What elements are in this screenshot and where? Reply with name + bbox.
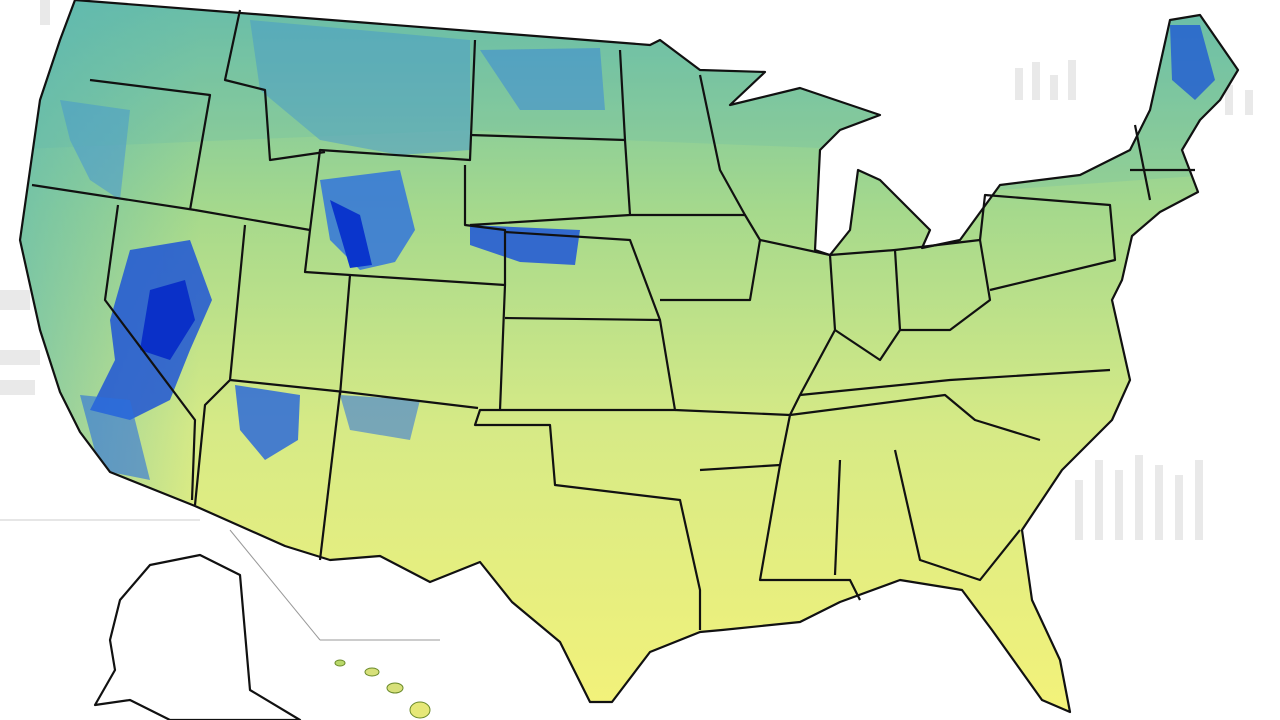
background-bars	[0, 0, 1253, 641]
alaska	[93, 553, 302, 720]
state-borders	[31, 9, 1195, 630]
hawaii	[334, 659, 431, 719]
